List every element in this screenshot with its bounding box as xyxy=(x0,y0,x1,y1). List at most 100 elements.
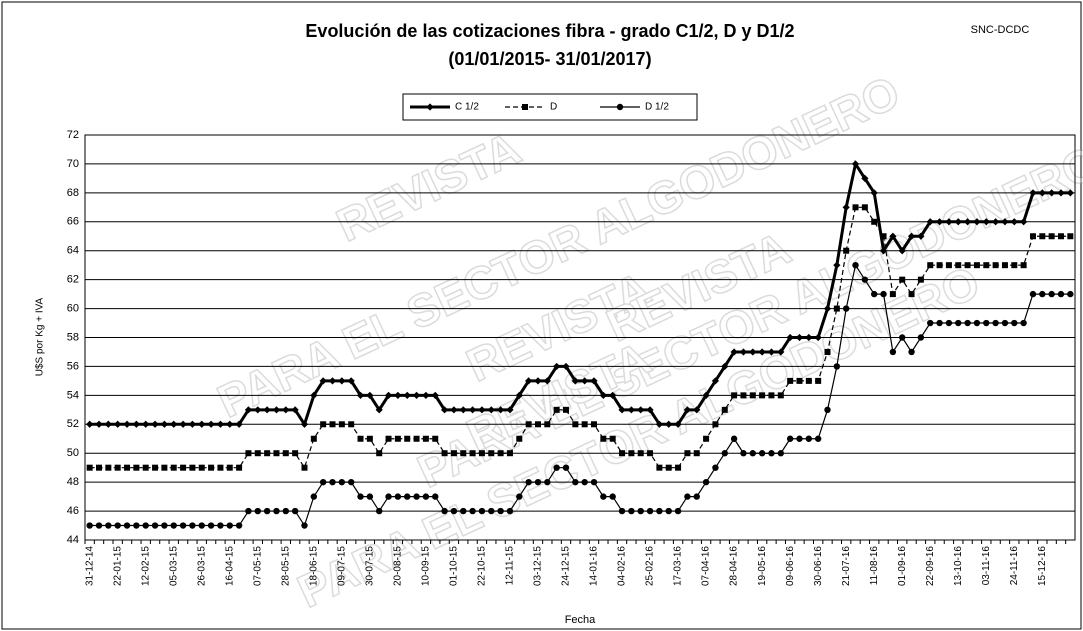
marker xyxy=(450,406,458,414)
marker xyxy=(198,522,205,529)
x-tick-label: 10-09-15 xyxy=(421,546,432,586)
marker xyxy=(525,478,532,486)
marker xyxy=(749,348,757,356)
marker xyxy=(160,420,168,428)
marker xyxy=(347,377,355,385)
marker xyxy=(684,450,691,457)
x-tick-label: 24-11-16 xyxy=(1009,546,1020,586)
marker xyxy=(982,218,990,226)
marker xyxy=(665,464,672,471)
marker xyxy=(226,464,233,471)
marker xyxy=(310,391,318,399)
marker xyxy=(983,319,990,327)
marker xyxy=(412,391,421,399)
legend-label: D xyxy=(550,102,557,113)
marker xyxy=(403,391,411,399)
marker xyxy=(553,362,561,371)
marker xyxy=(581,478,588,486)
x-tick-label: 14-01-16 xyxy=(589,546,600,586)
x-tick-label: 19-05-16 xyxy=(757,546,768,586)
marker xyxy=(983,262,990,269)
marker xyxy=(833,305,840,312)
marker xyxy=(889,291,896,298)
marker xyxy=(871,218,878,225)
marker xyxy=(114,464,121,471)
marker xyxy=(1010,218,1018,226)
marker xyxy=(637,406,645,414)
marker xyxy=(468,406,477,414)
marker xyxy=(759,392,766,399)
marker xyxy=(544,421,551,428)
marker xyxy=(927,262,934,269)
marker xyxy=(198,420,206,428)
marker xyxy=(356,391,365,399)
marker xyxy=(777,348,785,356)
marker xyxy=(235,522,243,529)
marker xyxy=(879,247,888,255)
x-tick-label: 17-03-16 xyxy=(673,546,684,586)
marker xyxy=(385,493,392,500)
marker xyxy=(880,290,887,298)
marker xyxy=(721,406,728,413)
marker xyxy=(460,507,467,515)
marker xyxy=(917,276,924,283)
marker xyxy=(767,348,776,356)
x-tick-label: 01-10-15 xyxy=(449,546,460,586)
marker xyxy=(142,522,149,529)
marker xyxy=(964,262,971,269)
marker xyxy=(730,348,738,356)
x-tick-label: 24-12-15 xyxy=(561,546,572,586)
marker xyxy=(450,450,457,457)
marker xyxy=(478,406,486,414)
marker xyxy=(516,435,523,442)
marker xyxy=(123,522,131,529)
marker xyxy=(469,507,476,515)
marker xyxy=(422,493,430,500)
marker xyxy=(992,319,999,327)
marker xyxy=(684,493,691,500)
marker xyxy=(543,377,551,385)
marker xyxy=(188,420,197,428)
x-tick-label: 31-12-14 xyxy=(84,546,95,586)
marker xyxy=(609,493,616,500)
marker xyxy=(319,478,327,486)
marker xyxy=(207,522,215,529)
marker xyxy=(525,421,532,428)
x-tick-label: 26-03-15 xyxy=(196,546,207,586)
marker xyxy=(1057,233,1064,240)
marker xyxy=(693,450,700,457)
marker xyxy=(842,305,850,312)
marker xyxy=(637,507,644,515)
marker xyxy=(170,464,177,471)
marker xyxy=(301,522,308,529)
marker xyxy=(964,319,971,327)
marker xyxy=(151,522,159,529)
marker xyxy=(796,377,803,384)
marker xyxy=(908,348,915,356)
marker xyxy=(525,377,533,385)
x-tick-label: 09-06-16 xyxy=(785,546,796,586)
marker xyxy=(1029,189,1037,197)
marker xyxy=(272,406,281,414)
marker xyxy=(207,420,215,428)
x-tick-label: 09-07-15 xyxy=(336,546,347,586)
marker xyxy=(217,522,224,529)
x-tick-label: 28-05-15 xyxy=(280,546,291,586)
marker xyxy=(329,421,336,428)
marker xyxy=(628,450,635,457)
marker xyxy=(161,522,168,529)
marker xyxy=(562,464,570,471)
marker xyxy=(198,464,205,471)
marker xyxy=(618,507,626,515)
marker xyxy=(189,522,196,529)
y-tick-label: 62 xyxy=(67,274,79,286)
marker xyxy=(263,406,271,414)
marker xyxy=(628,507,635,515)
marker xyxy=(1066,189,1074,197)
marker xyxy=(1020,319,1027,327)
marker xyxy=(823,304,832,313)
x-tick-label: 21-07-16 xyxy=(841,546,852,586)
marker xyxy=(880,233,887,240)
legend: C 1/2 D D 1/2 xyxy=(402,93,698,121)
marker xyxy=(553,464,560,471)
